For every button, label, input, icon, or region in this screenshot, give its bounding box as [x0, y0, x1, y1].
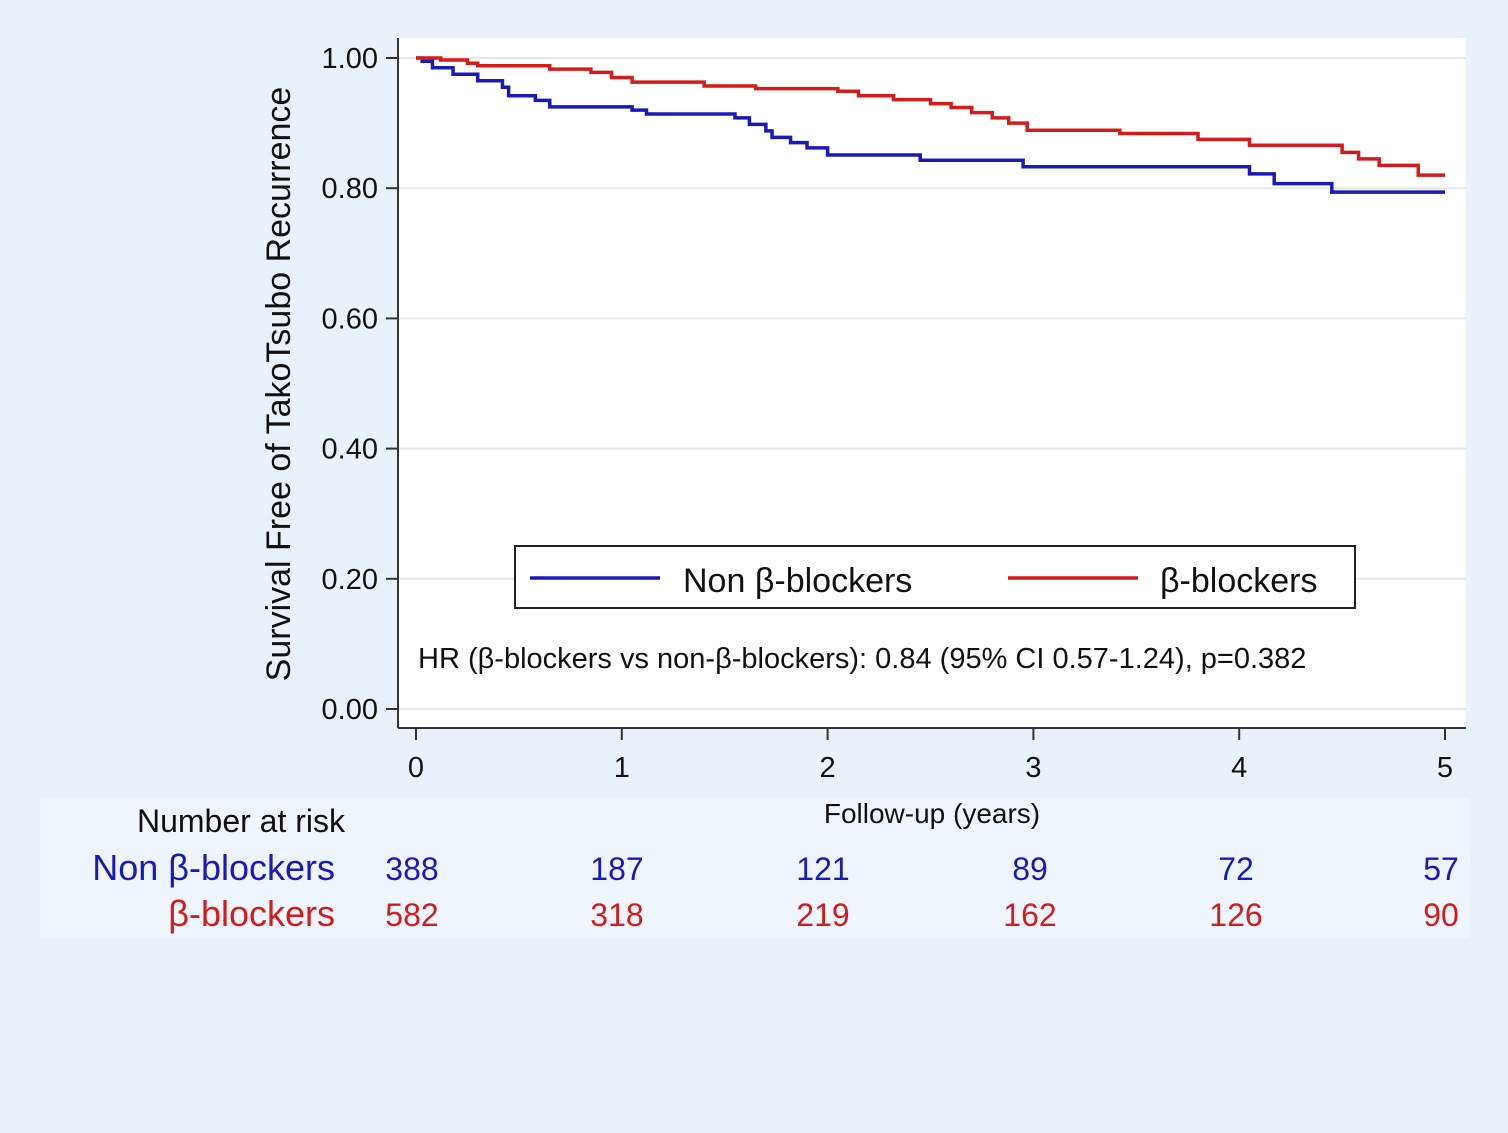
- risk-row-label: β-blockers: [168, 893, 335, 934]
- risk-value: 90: [1423, 897, 1459, 933]
- x-axis-label: Follow-up (years): [824, 798, 1040, 829]
- y-tick-label: 0.20: [322, 564, 378, 596]
- x-tick-label: 3: [1025, 752, 1041, 784]
- x-tick-label: 0: [408, 752, 424, 784]
- risk-value: 89: [1012, 851, 1048, 887]
- legend-label: Non β-blockers: [683, 562, 912, 600]
- x-tick-label: 4: [1231, 752, 1247, 784]
- y-axis-label: Survival Free of TakoTsubo Recurrence: [260, 87, 298, 682]
- risk-value: 162: [1003, 897, 1056, 933]
- risk-value: 582: [385, 897, 438, 933]
- risk-value: 72: [1218, 851, 1254, 887]
- km-curve-non-beta-blockers: [416, 56, 1445, 194]
- risk-value: 57: [1423, 851, 1459, 887]
- risk-table-title: Number at risk: [137, 803, 346, 839]
- risk-value: 187: [590, 851, 643, 887]
- risk-table-bg: [40, 798, 1470, 938]
- y-tick-label: 0.40: [322, 434, 378, 466]
- y-tick-label: 0.60: [322, 303, 378, 335]
- plot-area: [398, 38, 1466, 728]
- y-tick-label: 0.80: [322, 173, 378, 205]
- risk-value: 219: [796, 897, 849, 933]
- km-curve-beta-blockers: [416, 56, 1445, 177]
- legend: Non β-blockers β-blockers: [514, 545, 1356, 609]
- risk-value: 121: [796, 851, 849, 887]
- hr-annotation: HR (β-blockers vs non-β-blockers): 0.84 …: [418, 643, 1306, 675]
- y-tick-label: 0.00: [322, 694, 378, 726]
- y-tick-label: 1.00: [322, 43, 378, 75]
- x-tick-label: 2: [820, 752, 836, 784]
- x-tick-label: 5: [1437, 752, 1453, 784]
- x-tick-label: 1: [614, 752, 630, 784]
- risk-value: 388: [385, 851, 438, 887]
- risk-value: 126: [1209, 897, 1262, 933]
- risk-row-label: Non β-blockers: [92, 847, 335, 888]
- risk-value: 318: [590, 897, 643, 933]
- legend-label: β-blockers: [1160, 562, 1317, 600]
